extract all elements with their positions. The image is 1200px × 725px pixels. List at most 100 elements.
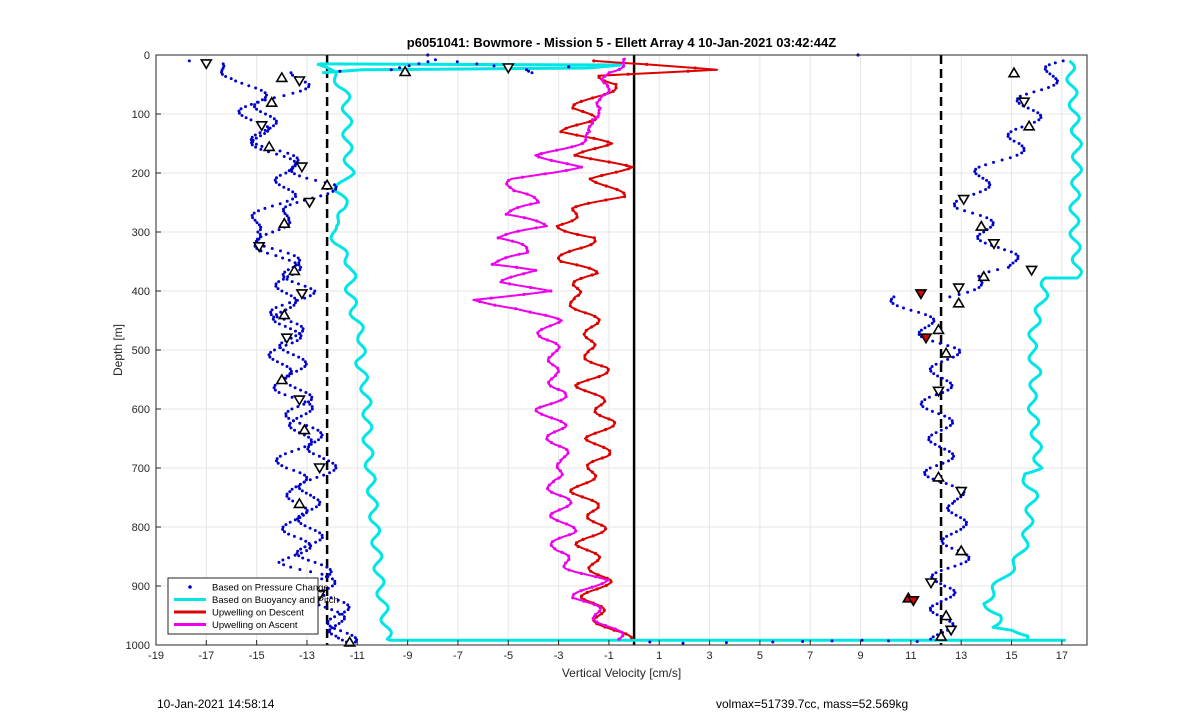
direction-marker xyxy=(313,463,326,475)
ascent-point xyxy=(496,259,500,263)
pressure-change-point xyxy=(1052,83,1056,87)
ascent-point xyxy=(574,529,578,533)
pressure-change-point xyxy=(287,497,291,501)
pressure-change-point xyxy=(320,536,324,540)
descent-point xyxy=(596,505,600,510)
ascent-point xyxy=(522,272,526,276)
ascent-point xyxy=(543,172,547,176)
pressure-change-point xyxy=(984,163,988,167)
pressure-change-point xyxy=(316,428,320,432)
descent-point xyxy=(575,215,579,219)
pressure-change-point xyxy=(930,321,934,325)
pressure-change-point xyxy=(949,386,953,390)
pressure-change-point xyxy=(292,172,296,176)
ascent-point xyxy=(622,64,626,68)
pressure-change-point xyxy=(328,471,332,475)
pressure-change-point xyxy=(263,206,267,210)
pressure-change-point xyxy=(967,555,971,559)
pressure-change-point xyxy=(933,442,937,446)
descent-point xyxy=(686,69,690,73)
pressure-change-point xyxy=(940,360,944,364)
pressure-change-point xyxy=(294,334,298,338)
upwelling-ascent-line xyxy=(472,57,627,640)
pressure-change-point xyxy=(962,525,966,529)
ascent-point xyxy=(591,616,595,621)
pressure-change-point xyxy=(915,640,919,643)
pressure-change-point xyxy=(932,372,936,376)
descent-point xyxy=(579,246,583,250)
ascent-point xyxy=(559,494,563,498)
pressure-change-point xyxy=(347,605,351,609)
pressure-change-point xyxy=(277,560,281,564)
descent-point xyxy=(607,417,611,421)
ascent-point xyxy=(540,327,544,331)
pressure-change-point xyxy=(892,295,896,299)
pressure-change-point xyxy=(305,549,309,553)
descent-point xyxy=(590,498,594,502)
pressure-change-point xyxy=(295,416,299,420)
ascent-point xyxy=(550,511,554,515)
pressure-change-point xyxy=(976,234,980,238)
pressure-change-point xyxy=(433,58,437,62)
pressure-change-point xyxy=(285,277,289,281)
ascent-point xyxy=(596,114,600,119)
pressure-change-point xyxy=(274,121,278,125)
pressure-change-point xyxy=(303,80,307,84)
descent-point xyxy=(585,590,589,595)
pressure-change-point xyxy=(976,237,980,241)
pressure-change-point xyxy=(281,558,285,562)
direction-marker xyxy=(277,308,291,320)
ascent-point xyxy=(549,441,554,445)
pressure-change-point xyxy=(287,218,291,222)
pressure-change-point xyxy=(287,424,291,427)
ascent-point xyxy=(561,426,565,431)
descent-point xyxy=(604,184,608,188)
pressure-change-point xyxy=(333,615,337,619)
pressure-change-point xyxy=(296,158,300,162)
pressure-change-point xyxy=(289,369,293,373)
pressure-change-point xyxy=(286,151,290,155)
pressure-change-point xyxy=(724,641,728,645)
pressure-change-point xyxy=(314,178,318,182)
pressure-change-point xyxy=(275,457,279,461)
pressure-change-point xyxy=(264,112,267,116)
pressure-change-point xyxy=(923,398,927,402)
pressure-change-point xyxy=(254,86,258,90)
pressure-change-point xyxy=(298,421,302,425)
pressure-change-point xyxy=(987,270,991,274)
ascent-point xyxy=(620,630,624,635)
pressure-change-point xyxy=(257,209,260,213)
ascent-point xyxy=(547,380,551,384)
pressure-change-point xyxy=(289,320,293,324)
pressure-change-point xyxy=(938,445,942,449)
pressure-change-point xyxy=(281,273,285,276)
pressure-change-point xyxy=(304,539,308,543)
ascent-point xyxy=(567,533,572,537)
pressure-change-point xyxy=(946,357,950,361)
pressure-change-point xyxy=(259,88,263,92)
chart-title: p6051041: Bowmore - Mission 5 - Ellett A… xyxy=(407,35,836,50)
pressure-change-point xyxy=(282,94,286,98)
pressure-change-point xyxy=(953,564,957,568)
pressure-change-point xyxy=(288,490,292,494)
pressure-change-point xyxy=(292,159,296,163)
descent-point xyxy=(573,153,577,157)
pressure-change-point xyxy=(282,563,286,567)
pressure-change-point xyxy=(1045,70,1049,73)
descent-point xyxy=(594,406,598,410)
descent-point xyxy=(584,328,588,333)
pressure-change-point xyxy=(276,461,280,465)
pressure-change-point xyxy=(297,261,301,265)
pressure-change-point xyxy=(291,91,295,95)
pressure-change-point xyxy=(930,433,934,437)
descent-point xyxy=(600,456,605,460)
descent-point xyxy=(593,343,597,347)
pressure-change-point xyxy=(946,506,950,510)
pressure-change-point xyxy=(254,145,258,149)
pressure-change-point xyxy=(309,442,313,446)
pressure-change-point xyxy=(304,491,308,495)
pressure-change-point xyxy=(314,540,318,544)
pressure-change-point xyxy=(272,96,276,100)
pressure-change-point xyxy=(973,288,976,292)
